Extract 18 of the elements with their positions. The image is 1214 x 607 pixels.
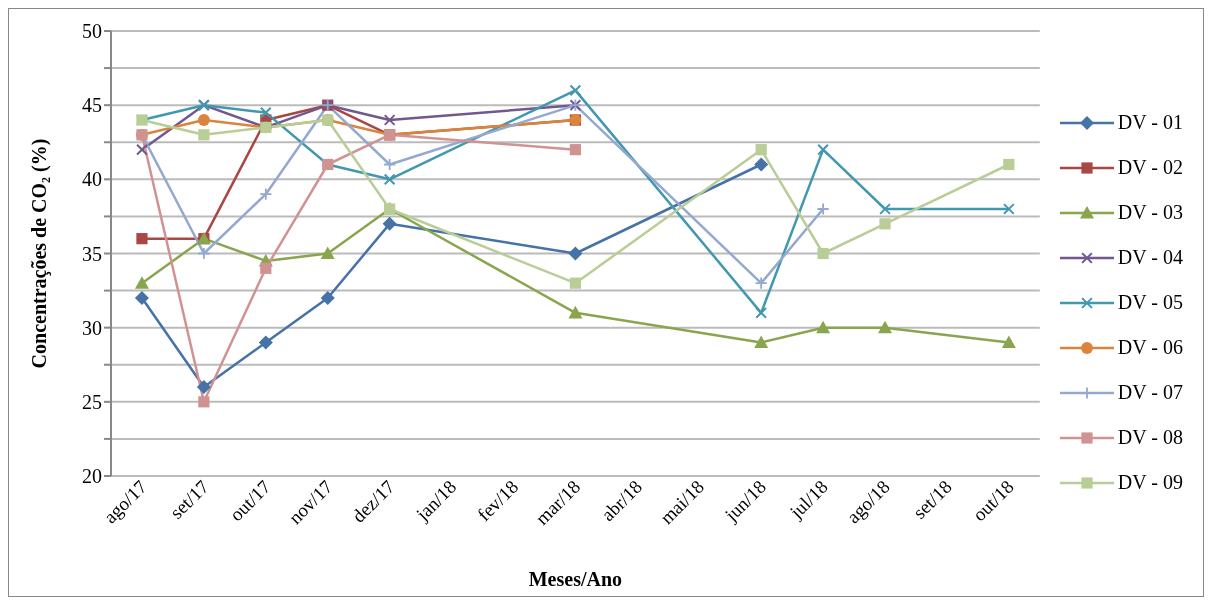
legend-label: DV - 01 (1117, 111, 1183, 134)
y-tick-label: 35 (82, 242, 102, 265)
legend-label: DV - 04 (1117, 246, 1183, 269)
y-tick-label: 30 (82, 316, 102, 339)
legend-label: DV - 06 (1117, 336, 1183, 359)
legend-label: DV - 08 (1117, 426, 1183, 449)
y-tick-label: 25 (82, 390, 102, 413)
y-axis-title: Concentrações de CO₂ (%) (28, 138, 52, 369)
y-tick-label: 40 (82, 168, 102, 191)
legend-label: DV - 02 (1117, 156, 1183, 179)
y-tick-label: 20 (82, 465, 102, 488)
legend-label: DV - 07 (1117, 381, 1183, 404)
y-tick-label: 45 (82, 94, 102, 117)
legend-label: DV - 09 (1117, 471, 1183, 494)
y-tick-label: 50 (82, 20, 102, 43)
x-axis-title: Meses/Ano (528, 568, 623, 590)
legend-label: DV - 05 (1117, 291, 1183, 314)
legend-label: DV - 03 (1117, 201, 1183, 224)
